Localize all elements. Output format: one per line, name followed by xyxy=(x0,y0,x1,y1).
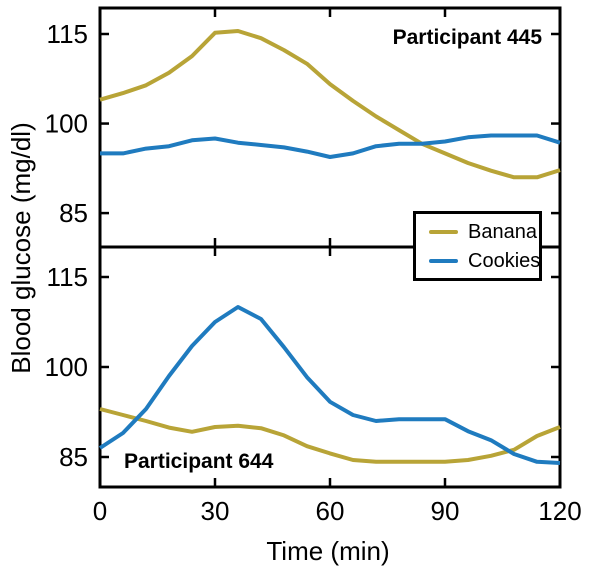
legend-label-cookies: Cookies xyxy=(468,249,541,272)
cookies-line-swatch xyxy=(429,258,458,263)
y-tick-label: 115 xyxy=(47,19,88,49)
x-axis-title: Time (min) xyxy=(266,536,389,566)
y-tick-label: 85 xyxy=(59,198,88,228)
legend-label-banana: Banana xyxy=(468,220,537,243)
x-tick-label: 60 xyxy=(316,496,345,526)
x-tick-label: 90 xyxy=(431,496,460,526)
legend: Banana Cookies xyxy=(413,211,542,281)
x-tick-label: 120 xyxy=(538,496,581,526)
y-tick-label: 100 xyxy=(45,352,88,382)
annotation-participant-644: Participant 644 xyxy=(124,450,274,473)
series-line-cookies-panel1 xyxy=(98,305,561,465)
y-tick-label: 100 xyxy=(45,109,88,139)
y-tick-label: 85 xyxy=(59,442,88,472)
series-line-cookies-panel0 xyxy=(100,133,561,159)
x-tick-label: 30 xyxy=(201,496,230,526)
y-tick-label: 115 xyxy=(47,262,88,292)
x-tick-label: 0 xyxy=(93,496,107,526)
legend-entry-banana: Banana xyxy=(429,222,539,242)
y-axis-title: Blood glucose (mg/dl) xyxy=(6,122,36,373)
series-line-banana-panel0 xyxy=(99,29,561,180)
banana-line-swatch xyxy=(429,229,458,234)
series-line-banana-panel1 xyxy=(99,407,561,464)
legend-entry-cookies: Cookies xyxy=(429,249,541,272)
annotation-participant-445: Participant 445 xyxy=(393,26,543,49)
